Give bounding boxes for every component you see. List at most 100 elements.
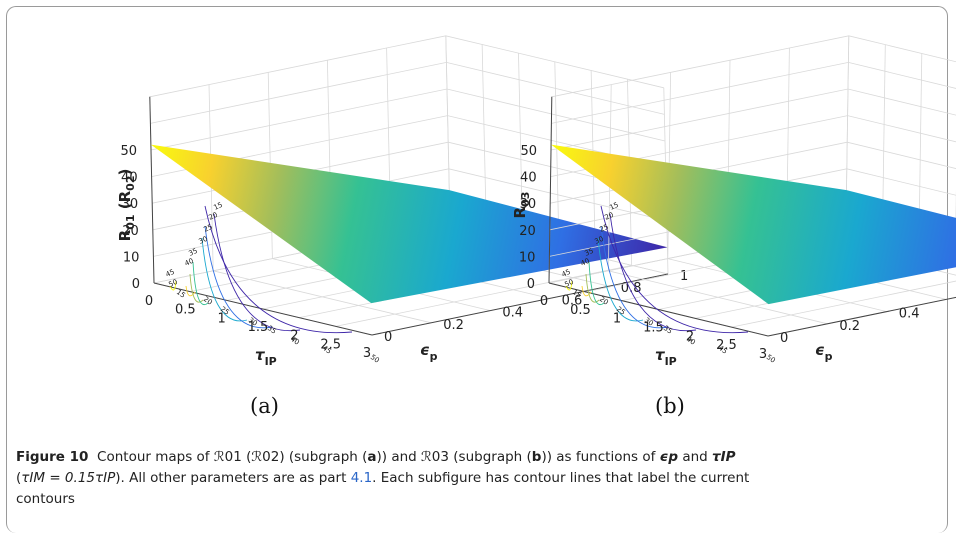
contour-label: 35 <box>583 247 594 258</box>
caption-text: (subgraph ( <box>448 449 532 465</box>
z-tick-label: 40 <box>121 171 138 186</box>
section-link[interactable]: 4.1 <box>350 470 373 486</box>
contour-lines <box>565 205 749 334</box>
contour-line <box>189 273 204 303</box>
contour-label: 15 <box>571 288 583 300</box>
x-axis-label-main: τ <box>655 346 665 364</box>
x-tick-label: 2 <box>686 329 694 344</box>
caption-r01: ℛ01 <box>213 449 242 465</box>
contour-line <box>169 280 177 291</box>
z-axis-label-sub: 03 <box>519 192 532 207</box>
axes <box>149 96 669 336</box>
grid-line <box>918 53 923 240</box>
contour-line <box>581 285 592 297</box>
grid-line <box>551 61 956 124</box>
contour-lines <box>169 205 353 334</box>
x-tick-label: 2.5 <box>716 338 737 353</box>
x-tick-label: 0.5 <box>175 303 196 318</box>
contour-label: 45 <box>717 344 729 356</box>
z-tick-label: 10 <box>519 250 536 265</box>
figure-frame <box>6 6 948 533</box>
surface <box>150 144 668 304</box>
contour-label: 50 <box>765 353 777 365</box>
grid-line <box>551 35 956 98</box>
contour-line <box>609 213 697 332</box>
contour-label: 50 <box>167 278 178 289</box>
caption-sub-a: a <box>367 449 377 465</box>
contour-label: 15 <box>175 288 187 300</box>
grid-line <box>151 115 666 177</box>
x-tick-label: 3 <box>363 346 371 361</box>
y-axis-label-sub: p <box>430 350 438 363</box>
x-axis-line <box>548 282 769 337</box>
y-tick-label: 0.2 <box>443 318 464 333</box>
x-tick-label: 0 <box>145 294 153 309</box>
contour-label: 25 <box>598 223 609 234</box>
contour-line <box>600 225 669 329</box>
caption-r03: ℛ03 <box>421 449 449 465</box>
caption-text: . Each subfigure has contour lines that … <box>372 470 750 486</box>
caption-text: Contour maps of <box>97 449 214 465</box>
caption-text: ) (subgraph ( <box>279 449 368 465</box>
contour-line <box>192 261 209 305</box>
grid-line <box>731 280 956 328</box>
grid-line <box>608 270 828 325</box>
contour-label: 30 <box>593 235 604 246</box>
grid-line <box>550 88 956 151</box>
z-axis-label-main: R <box>511 206 529 218</box>
grid-line <box>335 264 632 327</box>
z-tick-label: 50 <box>520 144 537 159</box>
contour-label: 25 <box>219 305 231 317</box>
z-tick-label: 20 <box>122 224 139 239</box>
x-tick-label: 0.5 <box>570 303 591 318</box>
grid-line <box>550 115 956 177</box>
grid-line <box>518 53 524 240</box>
contour-label: 25 <box>615 305 627 317</box>
contour-label: 15 <box>212 201 223 212</box>
contour-label: 50 <box>369 353 381 365</box>
contour-line <box>185 285 196 297</box>
x-axis-label: τIP <box>255 346 277 368</box>
contour-label: 15 <box>608 201 619 212</box>
y-tick-label: 0 <box>384 330 392 345</box>
y-axis-label-main: ϵ <box>815 341 825 359</box>
x-tick-label: 1 <box>613 312 621 327</box>
x-tick-label: 2.5 <box>320 337 341 352</box>
y-tick-label: 0.2 <box>839 319 860 334</box>
figure-canvas: 5045403530252015152025303540455001020304… <box>116 35 956 418</box>
caption-text: )) as functions of <box>541 449 660 465</box>
z-axis-label-paren-sub: 02 <box>124 176 137 191</box>
contour-label: 45 <box>164 268 175 279</box>
contour-label: 40 <box>183 257 194 268</box>
contour-label: 35 <box>266 324 278 336</box>
caption-tau-ip: τIP <box>712 449 736 465</box>
y-tick-label: 0 <box>780 331 788 346</box>
contour-label: 30 <box>247 316 259 328</box>
caption-sub-b: b <box>531 449 542 465</box>
contour-label: 20 <box>598 295 610 307</box>
z-tick-label: 0 <box>132 277 140 292</box>
contour-line <box>213 213 301 332</box>
y-tick-label: 0.6 <box>562 293 583 308</box>
z-tick-label: 10 <box>123 250 140 265</box>
z-axis-label-sub: 01 <box>124 214 137 229</box>
contour-label: 30 <box>643 316 655 328</box>
z-tick-label: 40 <box>520 171 537 186</box>
caption-text: ( <box>16 470 22 486</box>
contour-line <box>204 205 353 334</box>
caption-tau-im: τIM = 0.15τIP <box>21 470 116 486</box>
y-tick-label: 0.4 <box>899 307 920 322</box>
grid-line <box>150 88 666 151</box>
contour-label: 40 <box>685 335 697 347</box>
z-axis-label: R01 (R02) <box>116 169 137 242</box>
x-axis-label: τIP <box>655 346 677 368</box>
contour-label: 20 <box>603 211 614 222</box>
y-axis-line <box>371 273 669 336</box>
z-tick-label: 20 <box>519 224 536 239</box>
z-tick-label: 30 <box>122 197 139 212</box>
caption-eps-p: ϵp <box>659 449 679 465</box>
